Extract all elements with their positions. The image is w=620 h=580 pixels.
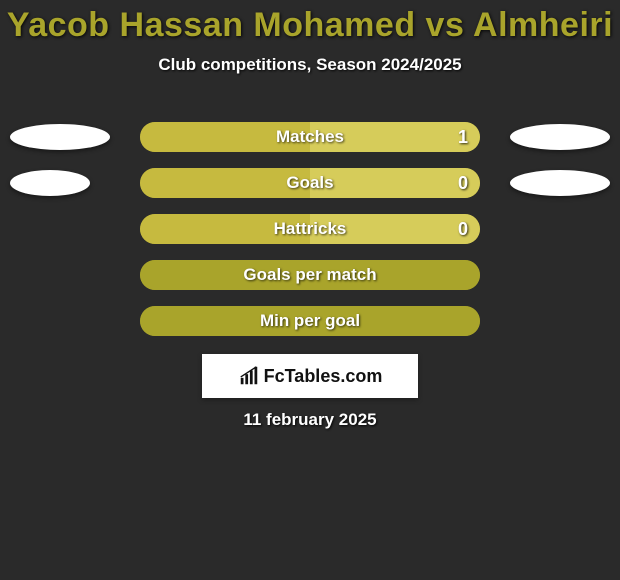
player-left-marker	[10, 124, 110, 150]
brand-label: FcTables.com	[238, 365, 383, 387]
stat-label: Hattricks	[140, 214, 480, 244]
stat-value-right: 0	[458, 168, 468, 198]
stat-row: Min per goal	[0, 304, 620, 350]
comparison-infographic: Yacob Hassan Mohamed vs Almheiri Club co…	[0, 0, 620, 580]
player-right-marker	[510, 170, 610, 196]
stat-row: Hattricks0	[0, 212, 620, 258]
bar-chart-icon	[238, 365, 260, 387]
stat-value-right: 1	[458, 122, 468, 152]
stat-row: Goals per match	[0, 258, 620, 304]
stat-value-right: 0	[458, 214, 468, 244]
player-left-marker	[10, 170, 90, 196]
stat-rows: Matches1Goals0Hattricks0Goals per matchM…	[0, 120, 620, 350]
stat-label: Matches	[140, 122, 480, 152]
stat-row: Matches1	[0, 120, 620, 166]
page-subtitle: Club competitions, Season 2024/2025	[0, 55, 620, 75]
footer-date: 11 february 2025	[0, 410, 620, 430]
player-right-marker	[510, 124, 610, 150]
stat-label: Goals per match	[140, 260, 480, 290]
stat-label: Goals	[140, 168, 480, 198]
brand-badge: FcTables.com	[202, 354, 418, 398]
stat-row: Goals0	[0, 166, 620, 212]
page-title: Yacob Hassan Mohamed vs Almheiri	[0, 0, 620, 45]
stat-label: Min per goal	[140, 306, 480, 336]
brand-text: FcTables.com	[264, 366, 383, 387]
